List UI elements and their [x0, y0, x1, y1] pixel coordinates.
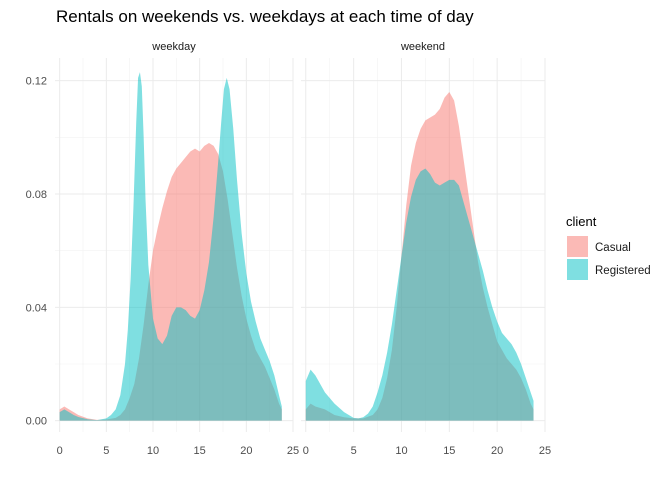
density-area-registered [59, 72, 282, 421]
legend-title: client [566, 214, 597, 229]
facet-strip-label: weekday [151, 41, 196, 53]
x-tick-label: 10 [395, 445, 407, 457]
legend: client Casual Registered [566, 214, 651, 280]
legend-label: Registered [595, 265, 651, 277]
x-tick-label: 5 [103, 445, 109, 457]
x-tick-label: 15 [194, 445, 206, 457]
x-tick-label: 15 [443, 445, 455, 457]
legend-item-registered: Registered [567, 259, 651, 280]
facet-strip-label: weekend [400, 41, 445, 53]
x-tick-label: 25 [539, 445, 551, 457]
legend-swatch [567, 259, 588, 280]
x-tick-label: 10 [147, 445, 159, 457]
facet-panel-weekday: weekday 0 5 10 15 20 25 [55, 41, 299, 457]
y-tick-label: 0.12 [26, 76, 47, 88]
x-tick-label: 20 [240, 445, 252, 457]
x-tick-label: 5 [351, 445, 357, 457]
x-tick-label: 25 [287, 445, 299, 457]
density-area-registered [305, 168, 534, 421]
panel-layer: weekday 0 5 10 15 20 25 weekend 0 5 10 15 20 25 [55, 41, 551, 457]
chart-title: Rentals on weekends vs. weekdays at each… [56, 7, 474, 26]
y-tick-label: 0.04 [26, 302, 47, 314]
legend-label: Casual [595, 242, 631, 254]
facet-panel-weekend: weekend 0 5 10 15 20 25 [301, 41, 551, 457]
x-tick-label: 20 [491, 445, 503, 457]
legend-item-casual: Casual [567, 236, 631, 257]
x-tick-label: 0 [57, 445, 63, 457]
y-tick-label: 0.00 [26, 416, 47, 428]
y-tick-label: 0.08 [26, 189, 47, 201]
y-axis: 0.00 0.04 0.08 0.12 [26, 76, 47, 428]
legend-swatch [567, 236, 588, 257]
x-tick-label: 0 [303, 445, 309, 457]
